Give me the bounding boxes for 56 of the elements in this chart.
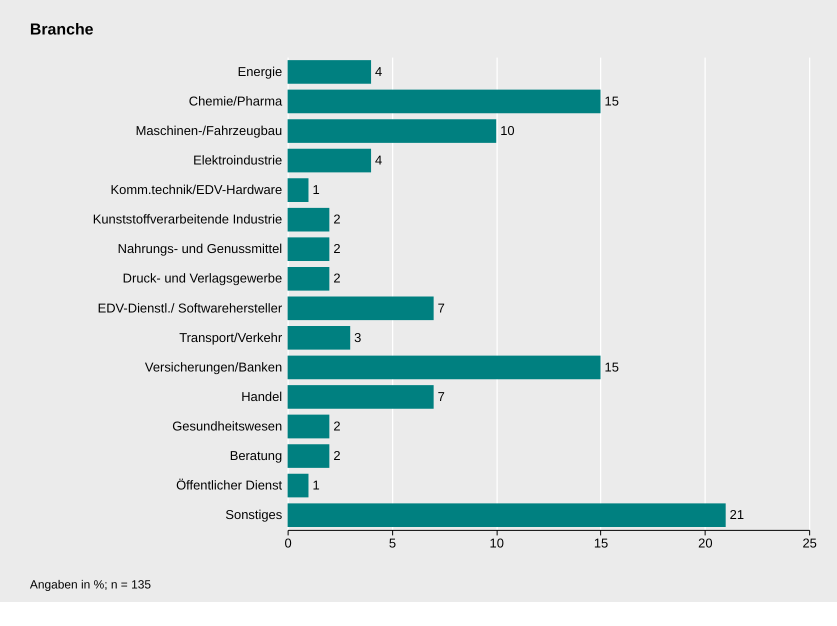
x-tick-label: 5	[388, 535, 396, 550]
y-tick-label: Öffentlicher Dienst	[176, 478, 283, 493]
bar	[288, 148, 372, 172]
y-tick-label: Kunststoffverarbeitende Industrie	[92, 212, 282, 227]
data-label: 21	[730, 507, 744, 522]
y-tick-label: Energie	[238, 64, 282, 79]
bar	[288, 90, 601, 114]
bar	[288, 119, 496, 143]
data-label: 2	[333, 448, 341, 464]
y-tick-label: Sonstiges	[225, 507, 282, 522]
bar	[288, 326, 350, 350]
data-label: 15	[604, 359, 619, 374]
x-tick-label: 0	[284, 535, 292, 550]
y-tick-label: Beratung	[230, 448, 282, 464]
data-label: 2	[333, 418, 341, 434]
bar	[288, 444, 330, 468]
text: Angaben in %; n = 135	[30, 578, 152, 592]
y-tick-label: EDV-Dienstl./ Softwarehersteller	[98, 300, 283, 316]
y-tick-label: Gesundheitswesen	[172, 418, 282, 434]
bar	[288, 356, 601, 380]
data-label: 1	[312, 182, 320, 198]
x-tick-label: 10	[490, 535, 504, 550]
y-tick-label: Versicherungen/Banken	[144, 359, 282, 374]
x-tick-label: 20	[698, 535, 713, 550]
y-tick-label: Druck- und Verlagsgewerbe	[122, 270, 282, 286]
data-label: 7	[438, 388, 445, 404]
data-label: 4	[375, 152, 382, 168]
data-label: 2	[333, 212, 341, 227]
data-label: 2	[333, 241, 341, 256]
bar	[288, 266, 330, 291]
data-label: 2	[333, 270, 341, 286]
x-tick-label: 15	[594, 535, 608, 550]
text: Branche	[30, 21, 94, 38]
data-label: 15	[604, 93, 619, 108]
bar	[288, 178, 308, 202]
y-tick-label: Maschinen-/Fahrzeugbau	[136, 123, 282, 138]
y-tick-label: Transport/Verkehr	[179, 330, 283, 345]
bar	[288, 385, 434, 409]
bar	[288, 208, 330, 232]
bar	[288, 237, 330, 262]
bar	[288, 60, 372, 84]
y-tick-label: Elektroindustrie	[193, 152, 282, 168]
x-tick-label: 25	[802, 535, 817, 550]
bar	[288, 296, 434, 320]
data-label: 10	[500, 123, 515, 138]
bar	[288, 503, 726, 527]
y-tick-label: Komm.technik/EDV-Hardware	[110, 182, 282, 198]
y-tick-label: Chemie/Pharma	[188, 93, 283, 108]
data-label: 7	[438, 300, 445, 316]
y-tick-label: Nahrungs- und Genussmittel	[118, 241, 282, 256]
data-label: 1	[312, 478, 320, 493]
bar	[288, 474, 308, 498]
data-label: 3	[354, 330, 362, 345]
y-tick-label: Handel	[241, 388, 282, 404]
data-label: 4	[375, 64, 382, 79]
bar	[288, 414, 330, 438]
